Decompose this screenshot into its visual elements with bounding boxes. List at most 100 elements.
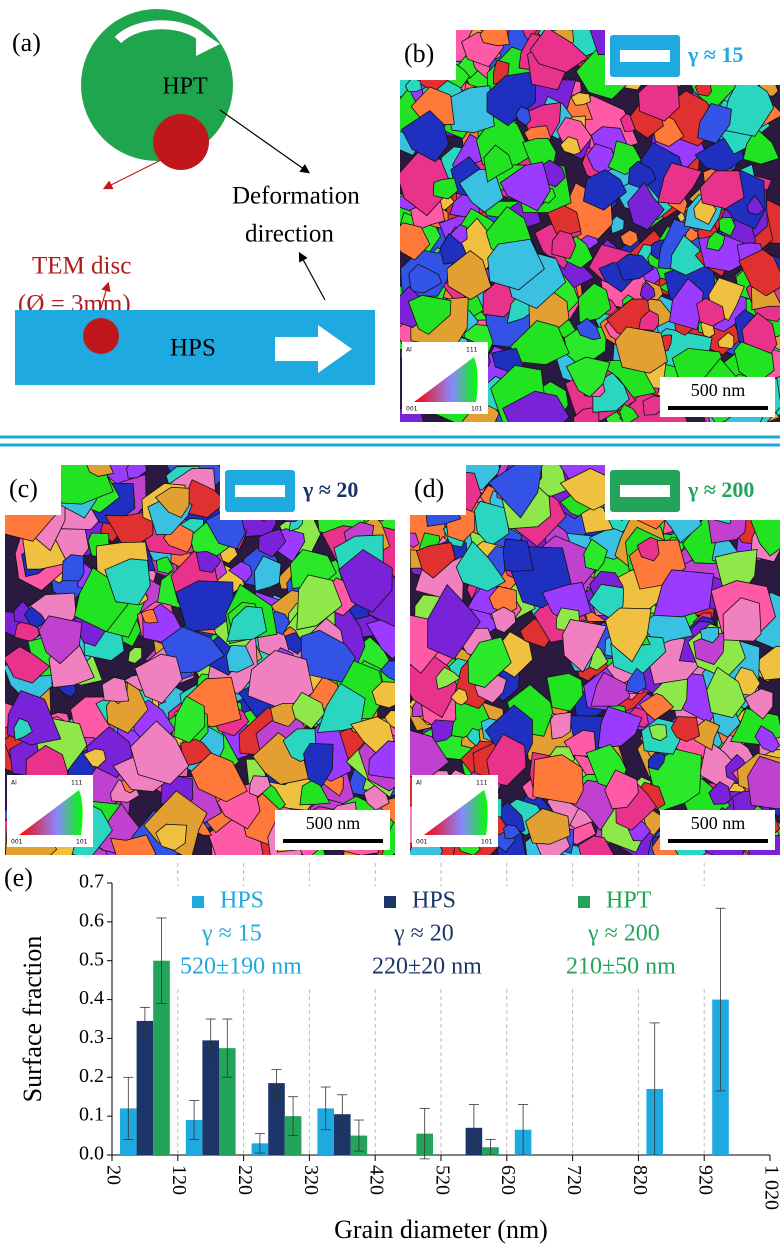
grain: [82, 748, 107, 768]
bar: [202, 1040, 219, 1155]
y-tick-label: 0.7: [79, 871, 104, 893]
ipf-left: 001: [11, 839, 23, 846]
bar: [317, 1108, 334, 1155]
strain-label: γ ≈ 15: [687, 42, 743, 67]
grain: [619, 229, 639, 248]
grain: [565, 356, 611, 398]
hps-label: HPS: [170, 335, 216, 362]
grain: [86, 465, 115, 477]
grain: [338, 549, 393, 613]
label-bg: [0, 465, 61, 515]
legend-strain: γ ≈ 200: [587, 921, 660, 947]
legend-swatch: [384, 896, 396, 908]
strain-label: γ ≈ 200: [687, 477, 754, 502]
bar: [136, 1020, 154, 1155]
scale-label: 500 nm: [306, 813, 361, 833]
grain: [746, 194, 765, 215]
tem-disc: [153, 114, 209, 170]
pointer: [298, 251, 326, 301]
ipf-element: Al: [11, 780, 17, 787]
grain: [583, 538, 608, 571]
x-tick-label: 420: [366, 1165, 388, 1195]
panel-label: (d): [414, 474, 444, 503]
grain: [446, 249, 492, 301]
grain: [747, 755, 780, 810]
ipf-right: 101: [76, 839, 88, 846]
grain: [717, 331, 735, 350]
ipf-triangle: [414, 357, 478, 402]
scale-bg: [660, 377, 775, 417]
grain: [415, 542, 456, 579]
grain: [13, 717, 33, 741]
legend-strain: γ ≈ 20: [393, 921, 454, 947]
deformation-label: Deformation: [232, 183, 360, 210]
grain: [657, 162, 703, 205]
grain: [300, 629, 356, 683]
error-bar: [649, 1022, 660, 1156]
ipf-right: 101: [481, 839, 493, 846]
grain: [455, 540, 506, 592]
legend-size: 220±20 nm: [372, 954, 482, 980]
grain: [619, 403, 640, 422]
grain: [741, 312, 778, 354]
bar: [268, 1083, 285, 1155]
grain: [126, 465, 148, 479]
grain: [706, 666, 746, 719]
legend-size: 210±50 nm: [566, 954, 676, 980]
x-tick-label: 220: [234, 1165, 256, 1195]
grain: [155, 823, 188, 851]
grain: [258, 528, 287, 558]
grain: [384, 709, 395, 729]
grain: [101, 676, 130, 703]
grain: [427, 584, 481, 660]
y-tick-label: 0.2: [79, 1065, 104, 1087]
grain: [503, 824, 522, 840]
legend-bg: [176, 886, 354, 986]
grain: [575, 317, 602, 341]
grain: [467, 636, 512, 688]
label-bg: [394, 30, 456, 80]
grain: [291, 691, 325, 730]
grain: [718, 217, 736, 237]
grain: [647, 752, 666, 771]
y-tick-label: 0.5: [79, 948, 104, 970]
grain: [400, 222, 431, 261]
error-bar: [222, 1018, 233, 1078]
x-tick-label: 20: [102, 1165, 124, 1185]
direction-arrow: [275, 325, 352, 373]
label-bg: [404, 465, 466, 515]
grain: [706, 231, 726, 252]
error-bar: [337, 1094, 348, 1135]
grain: [155, 556, 175, 574]
grain: [173, 695, 206, 744]
legend-swatch: [192, 896, 204, 908]
x-axis-title: Grain diameter (nm): [334, 1215, 548, 1244]
grain: [697, 102, 732, 144]
grain: [638, 309, 659, 331]
grain: [744, 688, 774, 720]
grain: [742, 127, 780, 165]
legend-name: HPS: [412, 888, 456, 914]
chart: (e) 20 120 220 320 420 520 620 720 820 920 1 020 0.0…: [4, 863, 780, 1244]
pointer: [219, 109, 310, 174]
error-bar: [205, 1018, 216, 1063]
panel-label: (c): [9, 474, 38, 503]
grain: [491, 606, 517, 634]
bar: [219, 1048, 236, 1155]
grain: [127, 646, 143, 664]
error-bar: [485, 1139, 496, 1156]
x-tick-label: 1 020: [760, 1165, 780, 1210]
grain: [625, 667, 647, 694]
grain: [479, 30, 510, 47]
legend-bg: [562, 886, 740, 986]
error-bar: [156, 917, 167, 1004]
ipf-right: 101: [471, 406, 483, 413]
grain: [562, 619, 608, 673]
grain: [604, 607, 652, 663]
grain: [549, 711, 572, 740]
grain: [407, 294, 452, 335]
grain: [404, 77, 422, 92]
grain: [636, 536, 660, 562]
y-tick-label: 0.4: [79, 987, 104, 1009]
